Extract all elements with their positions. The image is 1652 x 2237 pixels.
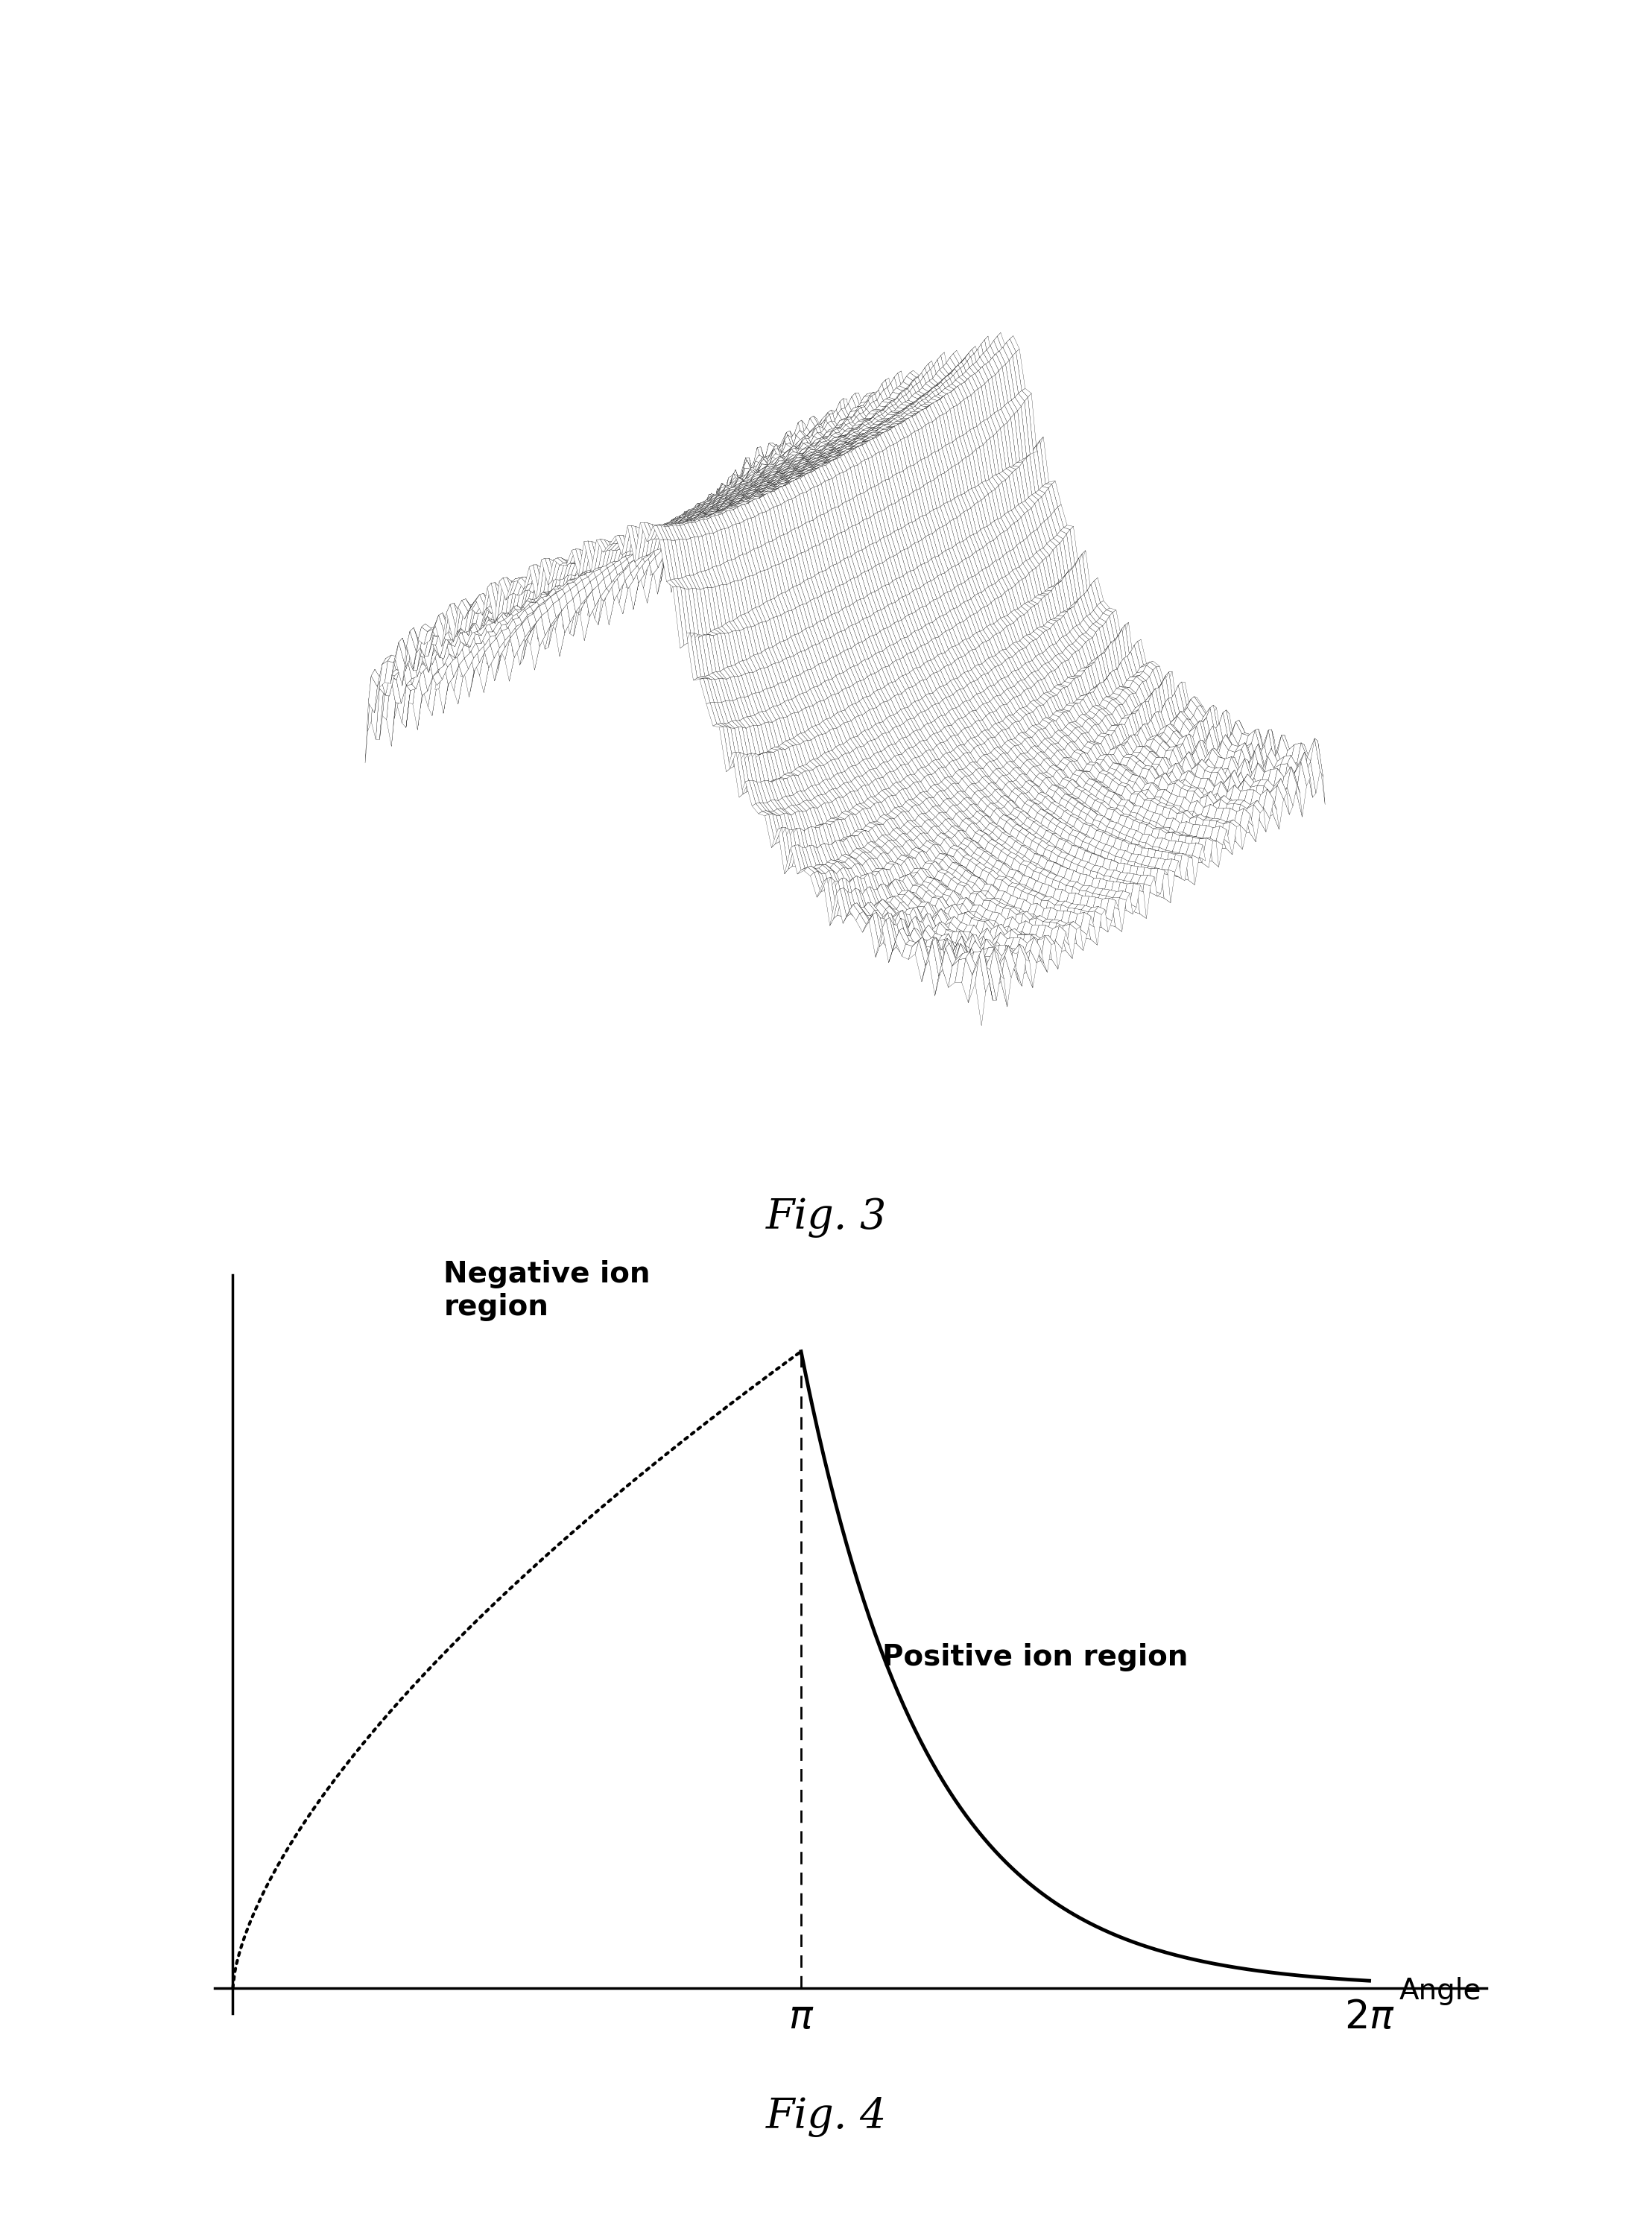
Text: Fig. 3: Fig. 3 bbox=[765, 1197, 887, 1237]
Text: Positive ion region: Positive ion region bbox=[882, 1642, 1188, 1671]
Text: Negative ion
region: Negative ion region bbox=[444, 1259, 651, 1322]
Text: Fig. 4: Fig. 4 bbox=[765, 2096, 887, 2136]
Text: Angle: Angle bbox=[1399, 1978, 1482, 2004]
